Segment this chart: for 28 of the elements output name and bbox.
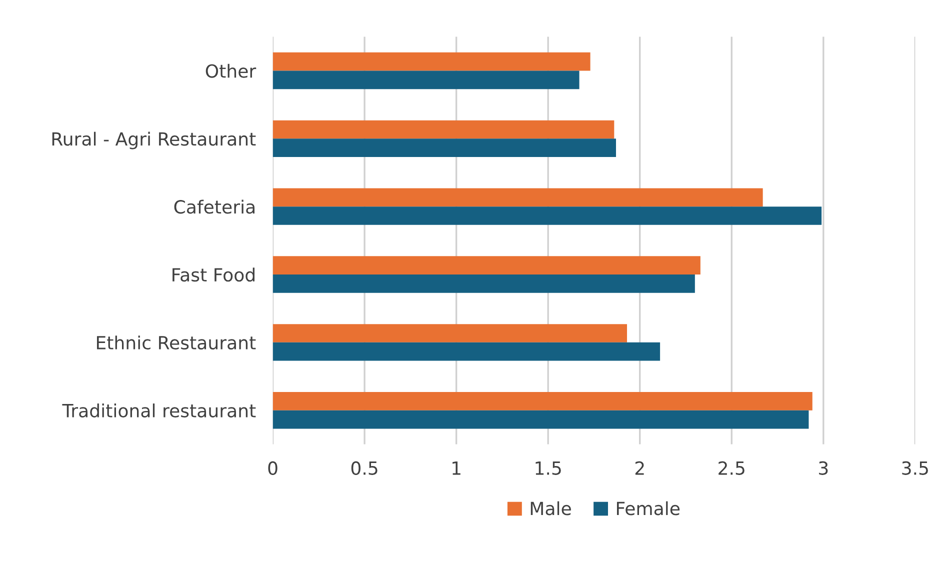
x-tick-label: 3.5 (902, 461, 928, 475)
x-tick-label: 0.5 (351, 461, 378, 475)
x-tick-label: 3 (819, 461, 828, 475)
legend-label: Female (616, 501, 680, 516)
bar (272, 188, 763, 207)
legend-label: Male (530, 501, 571, 516)
bar (272, 392, 812, 410)
bar (272, 410, 809, 429)
bar (272, 324, 628, 342)
bar (272, 138, 616, 158)
bar (272, 206, 822, 225)
y-tick-label: Traditional restaurant (62, 403, 256, 418)
y-tick-label: Cafeteria (174, 200, 254, 214)
bar (272, 342, 660, 361)
y-tick-label: Other (206, 64, 256, 78)
x-tick-label: 2.5 (718, 461, 744, 475)
y-tick-label: Fast Food (172, 268, 254, 282)
y-tick-label: Rural - Agri Restaurant (52, 132, 256, 150)
bar (272, 274, 695, 293)
x-tick-label: 1.5 (536, 462, 561, 475)
x-tick-label: 2 (635, 461, 644, 475)
y-tick-label: Ethnic Restaurant (96, 336, 256, 350)
bar (272, 120, 614, 139)
bar (272, 52, 590, 71)
bar (272, 256, 700, 275)
x-tick-label: 0 (268, 461, 278, 475)
bar (272, 70, 580, 90)
x-tick-label: 1 (452, 462, 460, 475)
